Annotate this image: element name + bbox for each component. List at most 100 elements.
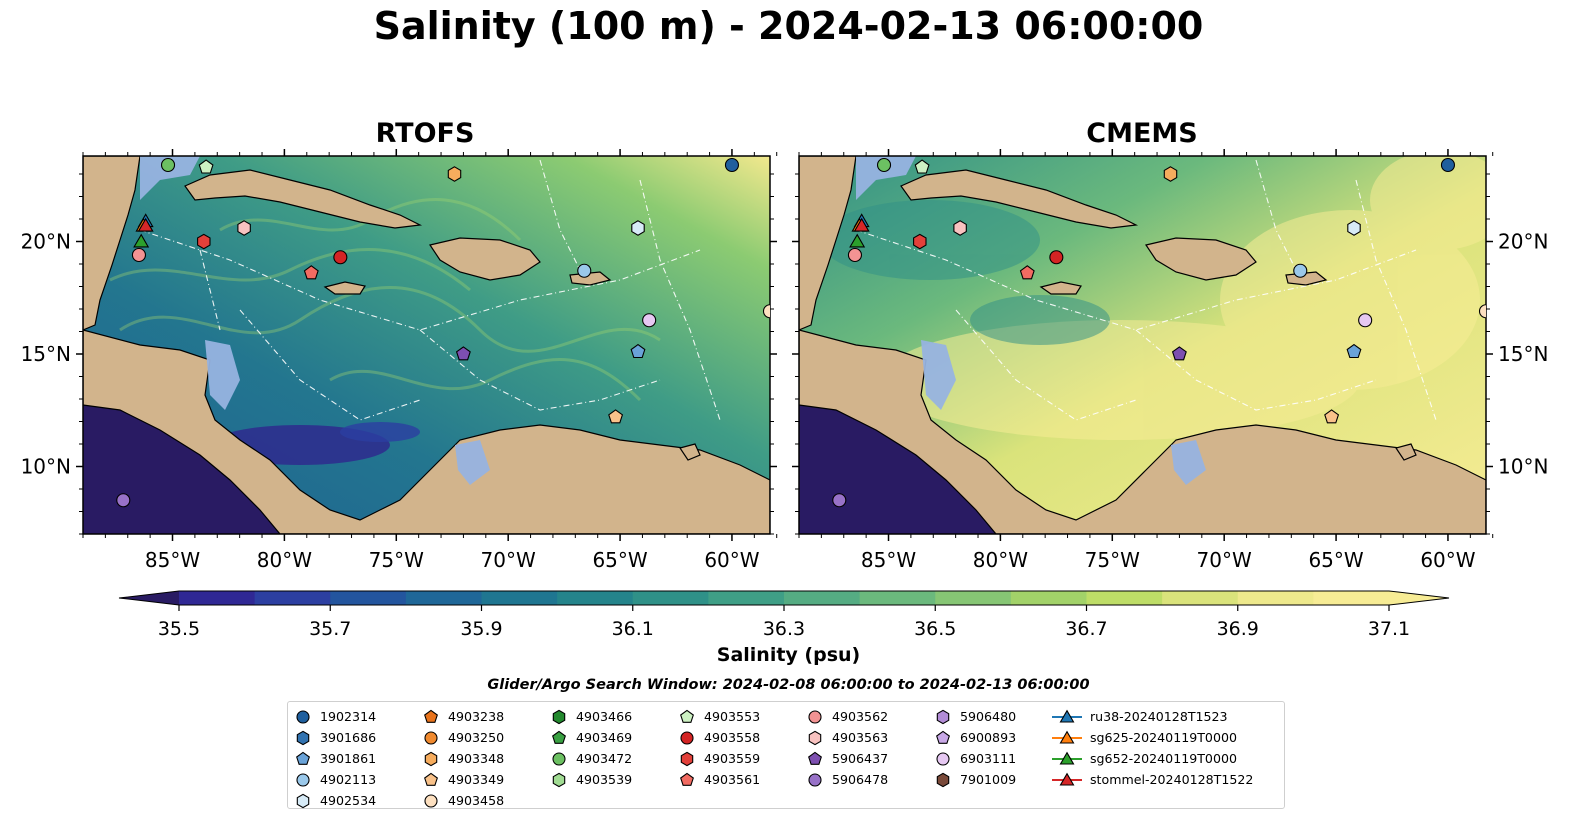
marker-7901009 <box>211 99 223 113</box>
panel-title-cmems: CMEMS <box>1086 118 1198 149</box>
colorbar-tick-label: 36.3 <box>763 618 805 640</box>
legend-label: 4903472 <box>576 751 633 766</box>
x-tick-label: 65°W <box>1308 548 1363 572</box>
legend-item: 5906480 <box>934 706 1016 727</box>
legend-column: 4903238 4903250 4903348 4903349 4903458 <box>422 706 504 811</box>
marker-6900893 <box>188 99 202 112</box>
legend-symbol <box>424 793 438 808</box>
marker-5906480 <box>882 99 894 113</box>
map-figure: 85°W 80°W 75°W 70°W 65°W 60°W 10°N 15°N 20°N 85°W… <box>21 99 1548 640</box>
marker-4903562 <box>847 247 862 263</box>
marker-sg652-20240119T0000 <box>133 233 150 248</box>
colorbar-segment <box>481 591 558 605</box>
x-tick-label: 80°W <box>257 548 312 572</box>
y-tick-label: 15°N <box>21 342 71 366</box>
legend-label: 4903250 <box>448 730 505 745</box>
legend-item: 4903559 <box>678 748 760 769</box>
legend-item: 3901686 <box>294 727 376 748</box>
legend-label: 4903561 <box>704 772 761 787</box>
marker-4903558 <box>1049 250 1064 265</box>
legend-symbol <box>680 730 694 745</box>
map-cmems <box>799 156 1486 534</box>
search-window-text: Glider/Argo Search Window: 2024-02-08 06… <box>487 677 1090 693</box>
legend-symbol <box>424 709 438 723</box>
legend-label: ru38-20240128T1523 <box>1090 709 1228 724</box>
marker-1902314 <box>1440 157 1456 173</box>
legend-label: 4903562 <box>832 709 889 724</box>
legend-marker-icon <box>424 751 438 766</box>
frame-rtofs <box>82 155 771 535</box>
legend-label: 4902113 <box>320 772 377 787</box>
marker-4902534 <box>1347 220 1361 236</box>
colorbar-segment <box>859 591 936 605</box>
legend-item: 6903111 <box>934 748 1016 769</box>
legend-item: stommel-20240128T1522 <box>1052 769 1253 790</box>
legend-symbol <box>936 709 950 724</box>
colorbar-segment <box>405 591 482 605</box>
legend-column: 4903553 4903558 4903559 4903561 <box>678 706 760 790</box>
figure-title: Salinity (100 m) - 2024-02-13 06:00:00 <box>373 4 1204 48</box>
markers-rtofs <box>116 99 770 508</box>
legend-label: 6903111 <box>960 751 1017 766</box>
legend-item: 5906437 <box>806 748 888 769</box>
legend-label: 4903238 <box>448 709 505 724</box>
legend-marker-icon <box>552 772 566 787</box>
x-tick-label: 85°W <box>861 548 916 572</box>
marker-4903349 <box>1324 409 1340 424</box>
legend-label: 4903559 <box>704 751 761 766</box>
legend-marker-icon <box>552 730 566 744</box>
legend-label: 4903348 <box>448 751 505 766</box>
legend-marker-icon <box>808 709 822 724</box>
legend-marker-icon <box>296 751 310 765</box>
x-tick-label: 70°W <box>1197 548 1252 572</box>
map-rtofs <box>83 156 770 534</box>
marker-4903561 <box>1019 265 1035 280</box>
marker-4903539 <box>171 99 183 113</box>
marker-4903563 <box>237 220 251 236</box>
legend-item: 4903563 <box>806 727 888 748</box>
marker-4903559 <box>913 233 927 250</box>
legend-marker-icon <box>936 772 950 787</box>
marker-4903553 <box>198 159 214 174</box>
legend-column: ru38-20240128T1523 sg625-20240119T0000 sg6… <box>1052 706 1253 790</box>
marker-1902314 <box>724 157 740 173</box>
legend-label: 5906480 <box>960 709 1017 724</box>
legend-symbol <box>296 772 310 787</box>
legend-label: 4903469 <box>576 730 633 745</box>
legend-symbol <box>1059 730 1075 744</box>
marker-4903472 <box>876 157 892 173</box>
x-tick-label: 85°W <box>145 548 200 572</box>
legend-symbol <box>680 751 694 766</box>
x-tick-label: 75°W <box>369 548 424 572</box>
legend-label: 3901861 <box>320 751 377 766</box>
marker-4903539 <box>887 99 899 113</box>
marker-4903349 <box>608 409 624 424</box>
legend-marker-icon <box>296 793 310 808</box>
legend-symbol <box>680 772 694 786</box>
legend-label: 4903466 <box>576 709 633 724</box>
colorbar-tick-label: 36.9 <box>1217 618 1259 640</box>
legend-marker-icon <box>808 730 822 745</box>
marker-4903238 <box>859 135 873 148</box>
legend-label: 4903553 <box>704 709 761 724</box>
x-tick-label: 70°W <box>481 548 536 572</box>
x-tick-label: 65°W <box>592 548 647 572</box>
legend-marker-icon <box>808 751 822 765</box>
legend-marker-icon <box>424 730 438 745</box>
legend-item: 6900893 <box>934 727 1016 748</box>
legend-marker-icon <box>936 751 950 766</box>
marker-3901861 <box>630 343 646 359</box>
legend-item: 5906478 <box>806 769 888 790</box>
legend-marker-icon <box>808 772 822 787</box>
legend-item: sg625-20240119T0000 <box>1052 727 1253 748</box>
colorbar-label: Salinity (psu) <box>716 644 861 666</box>
colorbar-tick-label: 36.5 <box>914 618 956 640</box>
colorbar-tick-label: 36.7 <box>1065 618 1107 640</box>
marker-3901861 <box>1346 343 1362 359</box>
legend-symbol <box>424 751 438 766</box>
marker-4903348 <box>1163 166 1178 182</box>
legend-symbol <box>808 772 822 787</box>
legend: 1902314 3901686 3901861 4902113 4902534 49032… <box>287 701 1285 809</box>
legend-marker-icon <box>296 709 310 724</box>
legend-item: 4903539 <box>550 769 632 790</box>
